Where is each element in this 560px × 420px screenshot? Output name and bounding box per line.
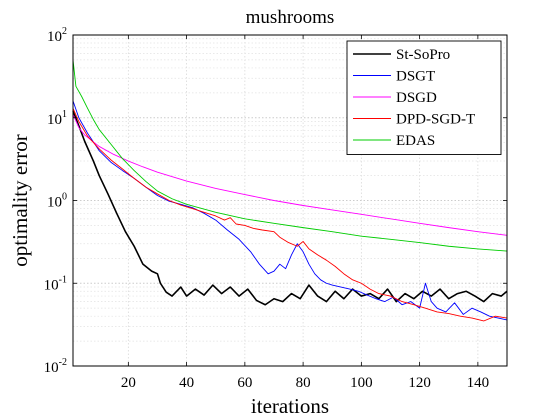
legend-label: DSGT xyxy=(396,69,435,85)
chart-title: mushrooms xyxy=(246,7,335,28)
y-tick-exponent: 2 xyxy=(62,26,67,37)
series-group xyxy=(72,59,508,322)
legend-label: St-SoPro xyxy=(396,47,450,63)
x-tick-label: 100 xyxy=(350,375,373,391)
series-line-dsgd xyxy=(72,114,508,236)
y-tick-base: 10 xyxy=(44,277,59,293)
x-tick-label: 20 xyxy=(121,375,136,391)
series-line-st-sopro xyxy=(72,110,508,306)
y-tick-base: 10 xyxy=(47,112,62,128)
series-line-edas xyxy=(72,59,508,252)
legend-label: DPD-SGD-T xyxy=(396,112,475,128)
y-axis-label: optimality error xyxy=(8,134,32,266)
y-tick-label: 10-2 xyxy=(44,357,67,376)
y-tick-exponent: -1 xyxy=(59,274,67,285)
y-tick-base: 10 xyxy=(44,360,59,376)
y-tick-base: 10 xyxy=(47,195,62,211)
x-tick-label: 140 xyxy=(467,375,490,391)
series-line-dsgt xyxy=(72,100,508,321)
legend: St-SoPro DSGT DSGD DPD-SGD-T EDAS xyxy=(346,40,502,155)
legend-box xyxy=(346,40,502,155)
legend-label: DSGD xyxy=(396,90,437,106)
legend-label: EDAS xyxy=(396,133,435,149)
x-axis: 20 40 60 80 100 120 140 xyxy=(121,35,489,391)
y-tick-exponent: -2 xyxy=(59,357,67,368)
x-axis-label: iterations xyxy=(251,394,329,418)
x-tick-label: 80 xyxy=(296,375,311,391)
y-tick-label: 101 xyxy=(47,109,67,128)
series-line-dpd-sgd-t xyxy=(72,108,508,322)
y-tick-label: 102 xyxy=(47,26,67,45)
y-tick-exponent: 1 xyxy=(62,109,67,120)
y-tick-label: 10-1 xyxy=(44,274,67,293)
x-tick-label: 120 xyxy=(408,375,431,391)
y-tick-exponent: 0 xyxy=(62,192,67,203)
x-tick-label: 60 xyxy=(237,375,252,391)
y-tick-base: 10 xyxy=(47,29,62,45)
x-tick-label: 40 xyxy=(179,375,194,391)
y-tick-label: 100 xyxy=(47,192,67,211)
